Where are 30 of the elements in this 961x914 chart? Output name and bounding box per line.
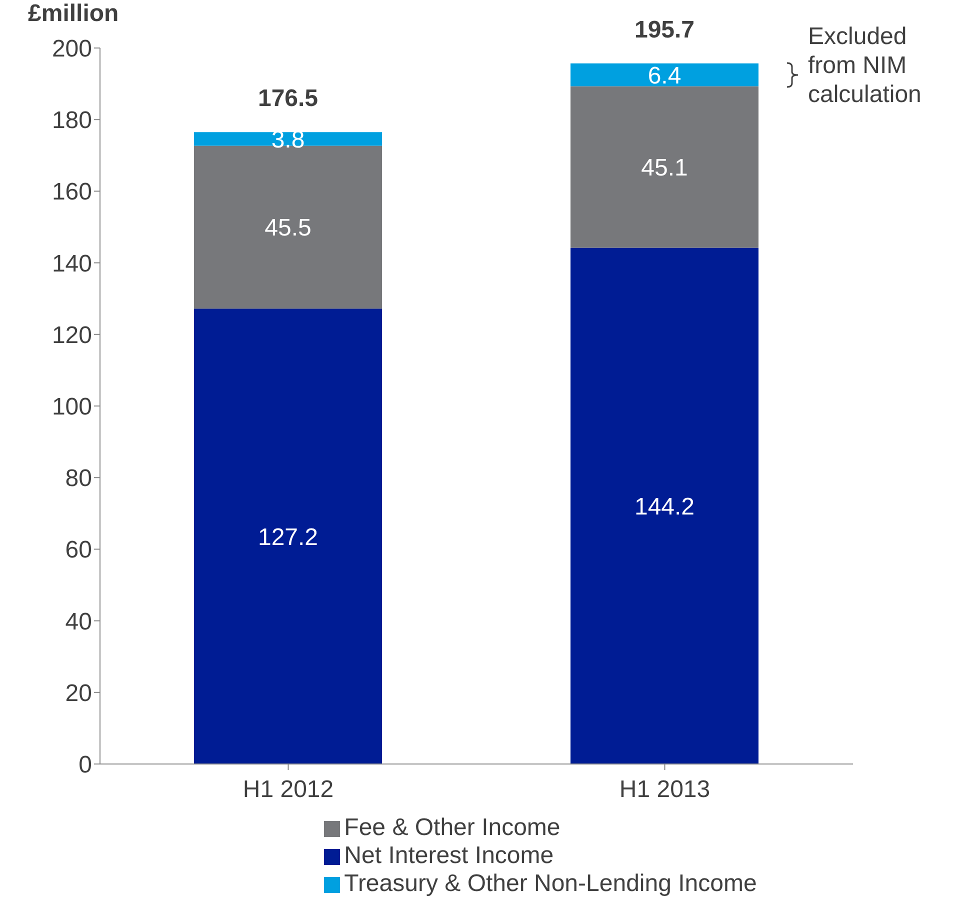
legend-label: Fee & Other Income [344,814,560,841]
y-tick-label: 180 [52,107,92,134]
y-tick-label: 100 [52,394,92,421]
data-label: 144.2 [634,493,695,520]
legend-label: Treasury & Other Non-Lending Income [344,870,757,897]
bar [570,248,758,764]
y-tick-label: 20 [65,680,92,707]
y-tick-label: 200 [52,36,92,63]
bar [570,63,758,86]
x-tick-label: H1 2013 [619,776,710,804]
data-label: 45.1 [641,154,688,182]
data-label: 45.5 [264,214,312,242]
total-label: 176.5 [258,85,318,112]
total-label: 195.7 [634,16,695,44]
y-tick-label: 160 [52,178,92,206]
y-axis-title: £million [28,0,119,28]
y-tick-label: 140 [52,250,92,278]
y-tick-label: 120 [52,322,92,349]
bar [194,132,382,146]
data-label: 6.4 [648,62,682,90]
annotation: Excluded from NIM calculation [808,22,922,109]
y-tick-label: 80 [65,465,92,492]
y-tick-label: 40 [65,608,92,636]
x-tick-label: H1 2012 [242,776,334,804]
y-tick-label: 0 [78,752,92,779]
data-label: 127.2 [258,524,318,551]
y-tick-label: 60 [65,536,92,564]
bar [570,86,758,248]
bar [194,308,382,764]
legend-label: Net Interest Income [344,842,554,869]
